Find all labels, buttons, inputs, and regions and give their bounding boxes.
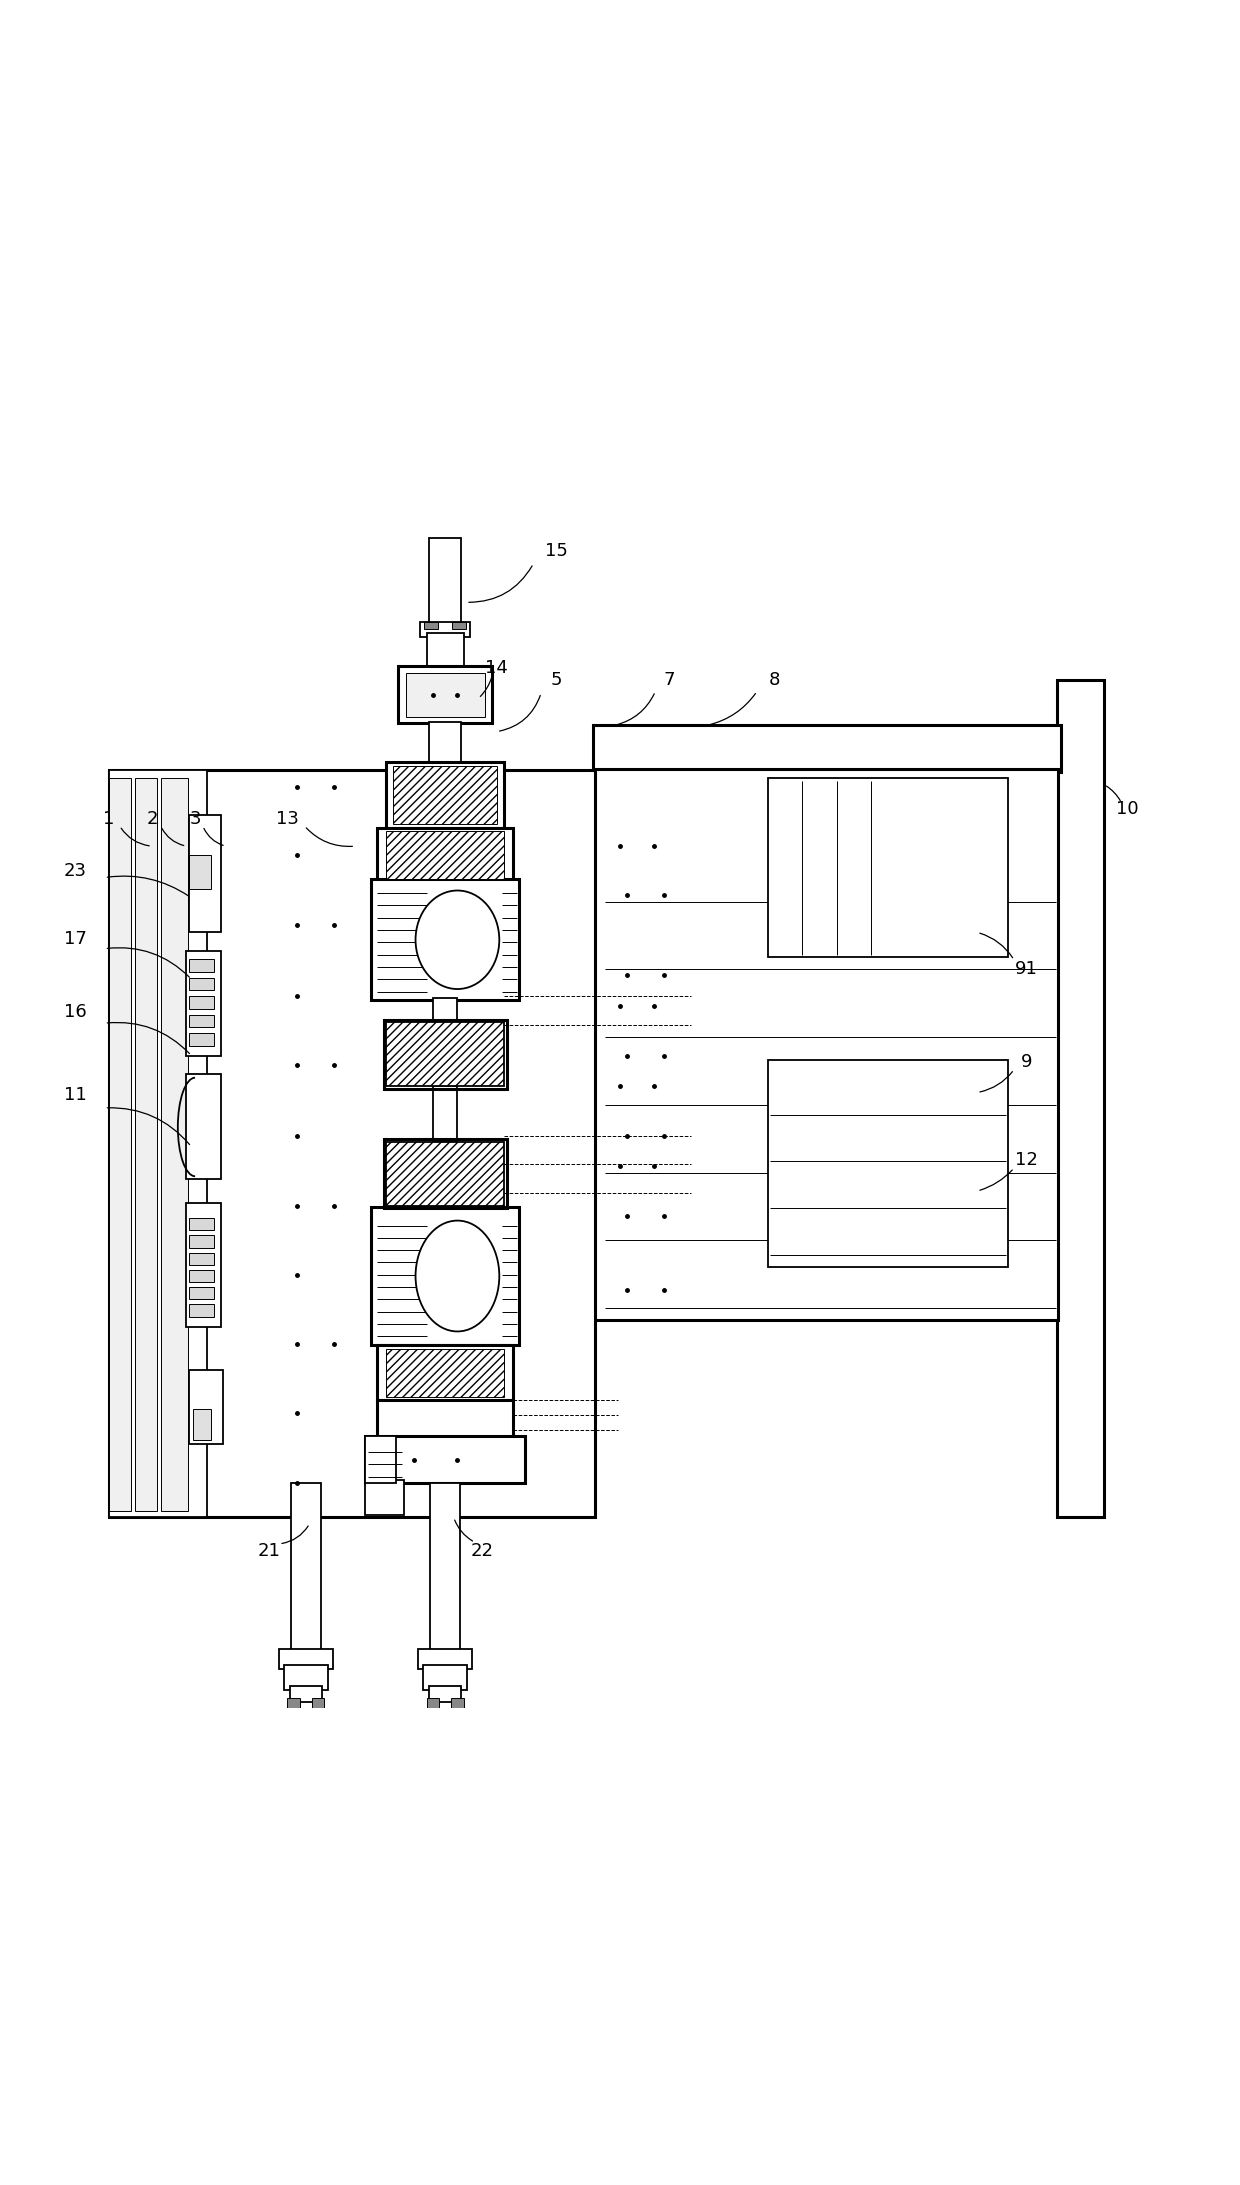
Bar: [371, 1206, 520, 1346]
Bar: [188, 854, 211, 889]
Text: 16: 16: [64, 1003, 87, 1020]
Bar: [418, 1650, 472, 1669]
Bar: [377, 828, 513, 883]
Bar: [386, 830, 505, 878]
Bar: [423, 1665, 467, 1689]
Bar: [593, 725, 1061, 771]
Bar: [186, 1075, 221, 1178]
Bar: [398, 666, 492, 723]
Bar: [371, 878, 520, 1001]
Bar: [429, 721, 461, 763]
Text: 9: 9: [1021, 1053, 1032, 1071]
Bar: [188, 1252, 213, 1265]
Bar: [135, 778, 157, 1512]
Bar: [279, 1650, 334, 1669]
Bar: [427, 1698, 439, 1709]
Text: 1: 1: [103, 811, 114, 828]
Bar: [109, 769, 207, 1516]
Bar: [429, 1687, 461, 1702]
Text: 14: 14: [485, 658, 508, 677]
Bar: [386, 763, 505, 828]
Bar: [188, 1034, 213, 1047]
Bar: [365, 1481, 404, 1514]
Bar: [451, 1698, 464, 1709]
Bar: [188, 1269, 213, 1283]
Bar: [186, 1204, 221, 1326]
Ellipse shape: [415, 1221, 500, 1331]
Bar: [188, 979, 213, 990]
Bar: [393, 767, 497, 824]
Bar: [386, 1023, 505, 1086]
Text: 12: 12: [1016, 1151, 1038, 1169]
Bar: [377, 1346, 513, 1401]
Bar: [420, 623, 470, 636]
Bar: [188, 815, 221, 933]
Bar: [453, 623, 466, 629]
Bar: [291, 1484, 321, 1652]
Bar: [429, 538, 461, 627]
Bar: [161, 778, 187, 1512]
Bar: [365, 1436, 396, 1484]
Ellipse shape: [415, 891, 500, 990]
Bar: [1058, 680, 1104, 1516]
Bar: [109, 778, 131, 1512]
Bar: [405, 673, 485, 717]
Bar: [433, 999, 458, 1025]
Bar: [312, 1698, 325, 1709]
Text: 13: 13: [277, 811, 299, 828]
Bar: [377, 1401, 513, 1440]
Bar: [768, 1060, 1008, 1267]
Text: 5: 5: [551, 671, 562, 688]
Text: 91: 91: [1016, 961, 1038, 979]
Bar: [109, 769, 595, 1516]
Bar: [188, 1217, 213, 1230]
Bar: [386, 1143, 505, 1206]
Text: 8: 8: [769, 671, 780, 688]
Text: 15: 15: [544, 542, 568, 559]
Bar: [433, 1086, 458, 1143]
Bar: [192, 1409, 211, 1440]
Bar: [593, 769, 1059, 1320]
Bar: [383, 1138, 507, 1208]
Bar: [188, 1370, 223, 1444]
Bar: [288, 1698, 300, 1709]
Bar: [186, 950, 221, 1055]
Bar: [430, 1484, 460, 1652]
Text: 17: 17: [64, 929, 87, 948]
Text: 10: 10: [1116, 800, 1138, 817]
Text: 3: 3: [190, 811, 201, 828]
Text: 22: 22: [470, 1543, 494, 1560]
Bar: [768, 778, 1008, 957]
Bar: [424, 623, 438, 629]
Text: 7: 7: [663, 671, 675, 688]
Bar: [188, 996, 213, 1009]
Bar: [188, 1304, 213, 1318]
Bar: [427, 634, 464, 669]
Bar: [188, 1235, 213, 1248]
Bar: [386, 1348, 505, 1396]
Bar: [188, 1014, 213, 1027]
Bar: [290, 1687, 322, 1702]
Text: 23: 23: [64, 861, 87, 881]
Bar: [188, 1287, 213, 1300]
Text: 2: 2: [146, 811, 157, 828]
Bar: [284, 1665, 329, 1689]
Text: 21: 21: [258, 1543, 280, 1560]
Bar: [365, 1436, 526, 1484]
Text: 11: 11: [64, 1086, 87, 1103]
Bar: [188, 959, 213, 972]
Bar: [383, 1020, 507, 1088]
